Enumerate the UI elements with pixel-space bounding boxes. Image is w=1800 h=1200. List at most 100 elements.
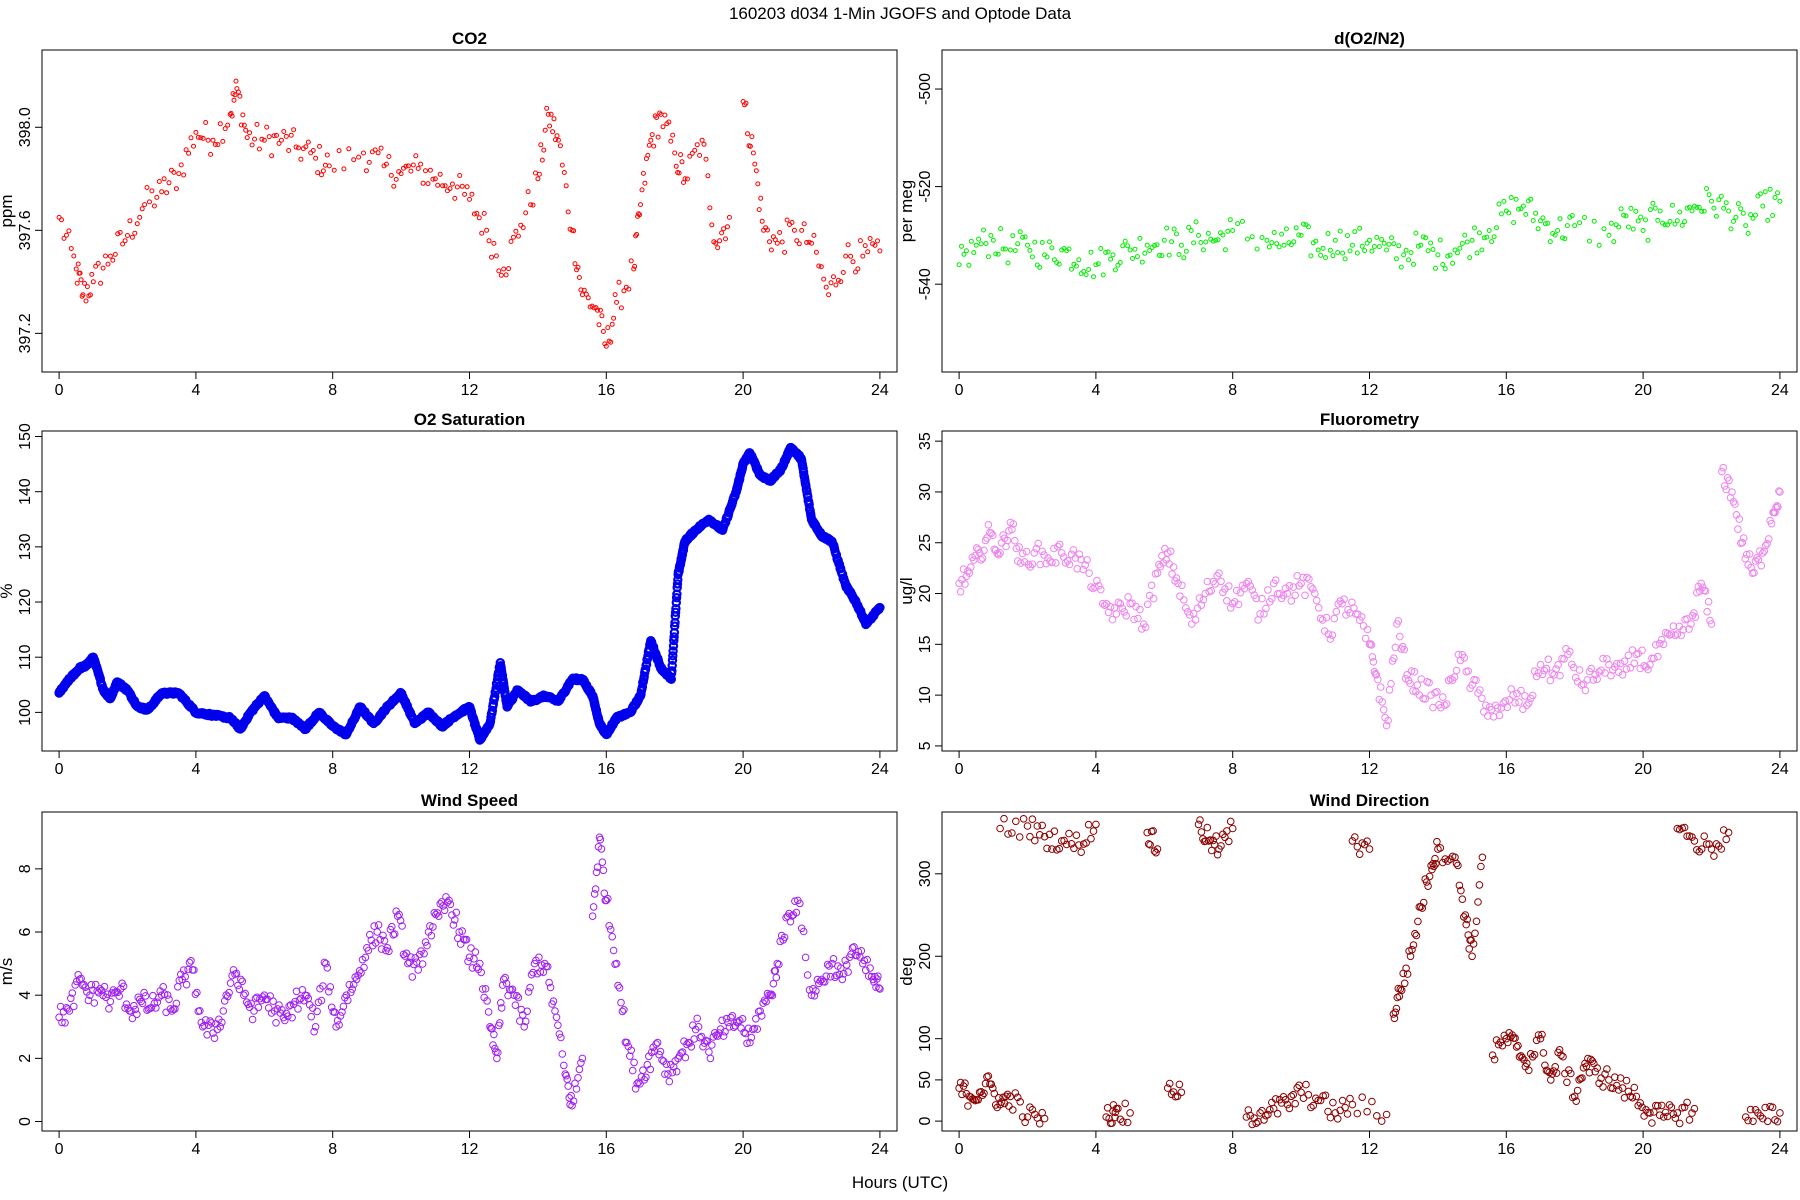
data-point [844, 968, 852, 976]
data-point [1505, 696, 1513, 704]
data-point [1761, 541, 1770, 550]
data-point [1538, 1030, 1546, 1039]
data-point [275, 1001, 283, 1009]
data-point [1477, 862, 1485, 871]
data-point [670, 607, 681, 618]
data-point [1699, 208, 1705, 214]
data-point [429, 923, 437, 931]
data-point [1733, 214, 1739, 220]
data-point [623, 1038, 631, 1047]
data-point [420, 180, 426, 186]
data-point [767, 990, 776, 999]
x-tick-label: 4 [191, 1141, 200, 1158]
data-point [235, 89, 241, 95]
data-point [1540, 666, 1549, 675]
data-point [841, 956, 850, 965]
data-point [757, 1012, 766, 1020]
data-point [1566, 647, 1574, 656]
data-point [379, 931, 387, 940]
data-point [1659, 640, 1668, 649]
data-point [95, 260, 101, 266]
data-point [1630, 659, 1639, 668]
data-point [1417, 675, 1426, 683]
data-point [1461, 911, 1470, 919]
data-point [1256, 610, 1264, 618]
data-point [1427, 691, 1435, 699]
data-point [1029, 254, 1035, 260]
data-point [976, 236, 982, 242]
data-point [1075, 841, 1083, 849]
data-point [1376, 244, 1382, 250]
data-point [756, 1007, 765, 1015]
data-point [1541, 1061, 1549, 1070]
data-point [681, 1053, 690, 1062]
data-point [552, 1013, 561, 1022]
data-point [678, 152, 684, 158]
data-point [738, 1015, 747, 1023]
data-point [1455, 881, 1464, 890]
x-tick-label: 16 [597, 761, 615, 778]
data-point [1671, 631, 1680, 640]
data-point [1215, 569, 1223, 578]
data-point [1220, 232, 1226, 238]
data-point [465, 953, 474, 962]
y-tick-label: 100 [17, 699, 34, 726]
data-point [1446, 675, 1455, 683]
data-point [1614, 1086, 1623, 1094]
data-point [668, 641, 679, 651]
data-point [672, 150, 678, 156]
data-point [1244, 577, 1253, 586]
data-point [320, 168, 326, 174]
data-point [1054, 542, 1062, 551]
data-point [1065, 560, 1074, 569]
data-point [90, 279, 96, 285]
data-point [1197, 601, 1206, 610]
data-point [1657, 635, 1666, 644]
data-point [964, 1102, 972, 1110]
data-point [1776, 1109, 1784, 1117]
data-point [1116, 1115, 1125, 1124]
data-point [1635, 218, 1641, 224]
data-point [985, 254, 991, 260]
data-point [1512, 1043, 1521, 1051]
data-point [1750, 568, 1758, 577]
y-tick-label: 50 [917, 1071, 934, 1089]
data-point [668, 646, 678, 656]
data-point [1169, 563, 1178, 571]
data-point [967, 563, 975, 572]
data-points [956, 186, 1783, 280]
data-point [1400, 645, 1408, 654]
data-point [1098, 599, 1107, 608]
data-point [1061, 559, 1070, 567]
data-point [668, 1068, 677, 1077]
data-point [452, 908, 461, 917]
data-point [1729, 498, 1738, 506]
data-point [1291, 239, 1297, 245]
data-point [689, 150, 695, 156]
data-point [608, 932, 617, 941]
data-point [1490, 1055, 1499, 1064]
data-point [1545, 220, 1551, 226]
data-point [664, 1070, 672, 1078]
data-point [554, 133, 560, 139]
data-point [100, 982, 109, 991]
data-point [1008, 525, 1016, 534]
data-point [1152, 848, 1160, 857]
data-point [1318, 616, 1327, 624]
data-point [1731, 218, 1736, 224]
data-point [252, 136, 257, 142]
y-tick-label: 0 [917, 1117, 934, 1126]
data-point [877, 248, 883, 254]
data-points [955, 463, 1784, 730]
data-point [721, 1027, 729, 1036]
x-tick-label: 16 [1497, 1141, 1515, 1158]
data-point [1556, 671, 1564, 680]
data-point [1534, 1031, 1543, 1039]
data-point [539, 157, 545, 163]
data-point [672, 1067, 681, 1076]
data-point [1281, 1096, 1290, 1104]
data-point [518, 222, 524, 228]
data-point [978, 1091, 987, 1099]
data-point [568, 1101, 576, 1110]
data-point [1087, 583, 1095, 591]
